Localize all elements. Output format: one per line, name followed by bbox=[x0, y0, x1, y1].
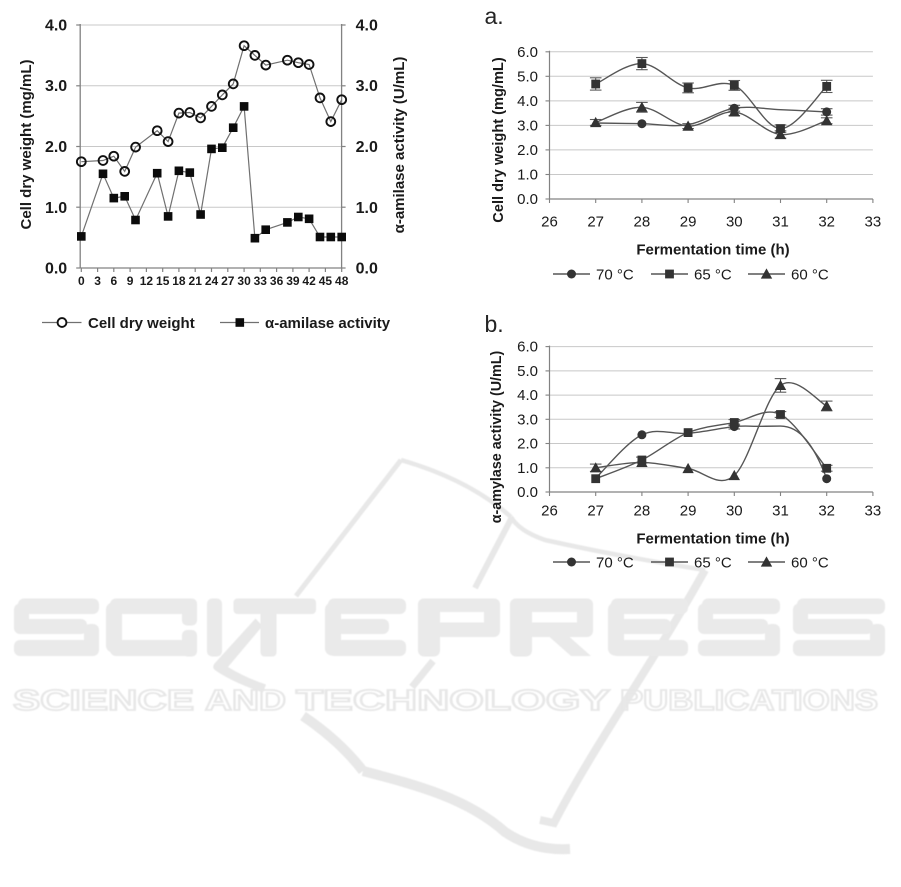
svg-text:65 °C: 65 °C bbox=[694, 267, 732, 284]
svg-text:33: 33 bbox=[254, 274, 268, 288]
svg-text:26: 26 bbox=[541, 214, 558, 231]
svg-text:4.0: 4.0 bbox=[517, 387, 538, 404]
svg-text:1.0: 1.0 bbox=[356, 200, 378, 217]
svg-text:Fermentation time (h): Fermentation time (h) bbox=[636, 531, 789, 548]
svg-text:3: 3 bbox=[94, 274, 101, 288]
svg-text:TECHNOLOGY: TECHNOLOGY bbox=[296, 685, 610, 717]
svg-text:60 °C: 60 °C bbox=[791, 555, 829, 572]
svg-text:Cell dry weight (mg/mL): Cell dry weight (mg/mL) bbox=[18, 59, 35, 229]
svg-text:29: 29 bbox=[680, 503, 697, 520]
svg-text:5.0: 5.0 bbox=[517, 363, 538, 380]
svg-text:Fermentation time (h): Fermentation time (h) bbox=[636, 242, 789, 259]
svg-text:α-amylase activity (U/mL): α-amylase activity (U/mL) bbox=[489, 351, 505, 524]
svg-text:6.0: 6.0 bbox=[517, 44, 538, 61]
svg-text:60 °C: 60 °C bbox=[791, 267, 829, 284]
svg-text:32: 32 bbox=[818, 503, 835, 520]
svg-text:29: 29 bbox=[680, 214, 697, 231]
svg-text:α-amilase activity (U/mL): α-amilase activity (U/mL) bbox=[391, 57, 408, 234]
svg-text:21: 21 bbox=[189, 274, 203, 288]
svg-text:27: 27 bbox=[587, 503, 604, 520]
svg-text:2.0: 2.0 bbox=[517, 142, 538, 159]
svg-text:30: 30 bbox=[237, 274, 251, 288]
svg-text:3.0: 3.0 bbox=[45, 78, 67, 95]
svg-text:4.0: 4.0 bbox=[517, 93, 538, 110]
svg-text:30: 30 bbox=[726, 503, 743, 520]
svg-text:4.0: 4.0 bbox=[45, 18, 67, 35]
svg-text:33: 33 bbox=[865, 214, 882, 231]
svg-text:24: 24 bbox=[205, 274, 219, 288]
svg-text:30: 30 bbox=[726, 214, 743, 231]
svg-text:3.0: 3.0 bbox=[517, 411, 538, 428]
svg-text:Cell dry weight (mg/mL): Cell dry weight (mg/mL) bbox=[491, 57, 507, 223]
svg-text:31: 31 bbox=[772, 503, 789, 520]
svg-text:3.0: 3.0 bbox=[517, 117, 538, 134]
svg-text:1.0: 1.0 bbox=[517, 460, 538, 477]
svg-text:α-amilase activity: α-amilase activity bbox=[265, 315, 391, 332]
svg-text:0: 0 bbox=[78, 274, 85, 288]
svg-text:12: 12 bbox=[140, 274, 154, 288]
svg-text:65 °C: 65 °C bbox=[694, 555, 732, 572]
svg-text:27: 27 bbox=[221, 274, 235, 288]
svg-text:27: 27 bbox=[587, 214, 604, 231]
svg-text:70 °C: 70 °C bbox=[596, 267, 634, 284]
svg-text:6.0: 6.0 bbox=[517, 339, 538, 356]
svg-text:a.: a. bbox=[485, 3, 504, 29]
svg-text:PUBLICATIONS: PUBLICATIONS bbox=[620, 685, 878, 717]
svg-text:42: 42 bbox=[302, 274, 316, 288]
svg-text:1.0: 1.0 bbox=[45, 200, 67, 217]
svg-text:2.0: 2.0 bbox=[517, 436, 538, 453]
svg-text:31: 31 bbox=[772, 214, 789, 231]
svg-text:32: 32 bbox=[818, 214, 835, 231]
svg-text:2.0: 2.0 bbox=[45, 139, 67, 156]
svg-text:1.0: 1.0 bbox=[517, 167, 538, 184]
svg-text:48: 48 bbox=[335, 274, 349, 288]
svg-text:AND: AND bbox=[205, 685, 286, 717]
svg-text:0.0: 0.0 bbox=[517, 484, 538, 501]
svg-text:28: 28 bbox=[634, 214, 651, 231]
svg-text:26: 26 bbox=[541, 503, 558, 520]
svg-text:SCIENCE: SCIENCE bbox=[13, 685, 194, 717]
svg-text:18: 18 bbox=[172, 274, 186, 288]
svg-text:70 °C: 70 °C bbox=[596, 555, 634, 572]
svg-text:9: 9 bbox=[127, 274, 134, 288]
svg-text:3.0: 3.0 bbox=[356, 78, 378, 95]
svg-text:33: 33 bbox=[865, 503, 882, 520]
svg-text:b.: b. bbox=[485, 311, 504, 337]
svg-text:0.0: 0.0 bbox=[45, 261, 67, 278]
svg-text:28: 28 bbox=[634, 503, 651, 520]
svg-text:2.0: 2.0 bbox=[356, 139, 378, 156]
svg-text:6: 6 bbox=[110, 274, 117, 288]
svg-text:0.0: 0.0 bbox=[356, 261, 378, 278]
svg-text:5.0: 5.0 bbox=[517, 68, 538, 85]
svg-text:0.0: 0.0 bbox=[517, 191, 538, 208]
svg-text:36: 36 bbox=[270, 274, 284, 288]
svg-text:39: 39 bbox=[286, 274, 300, 288]
svg-text:Cell dry weight: Cell dry weight bbox=[88, 315, 195, 332]
svg-text:15: 15 bbox=[156, 274, 170, 288]
svg-text:45: 45 bbox=[319, 274, 333, 288]
svg-text:4.0: 4.0 bbox=[356, 18, 378, 35]
